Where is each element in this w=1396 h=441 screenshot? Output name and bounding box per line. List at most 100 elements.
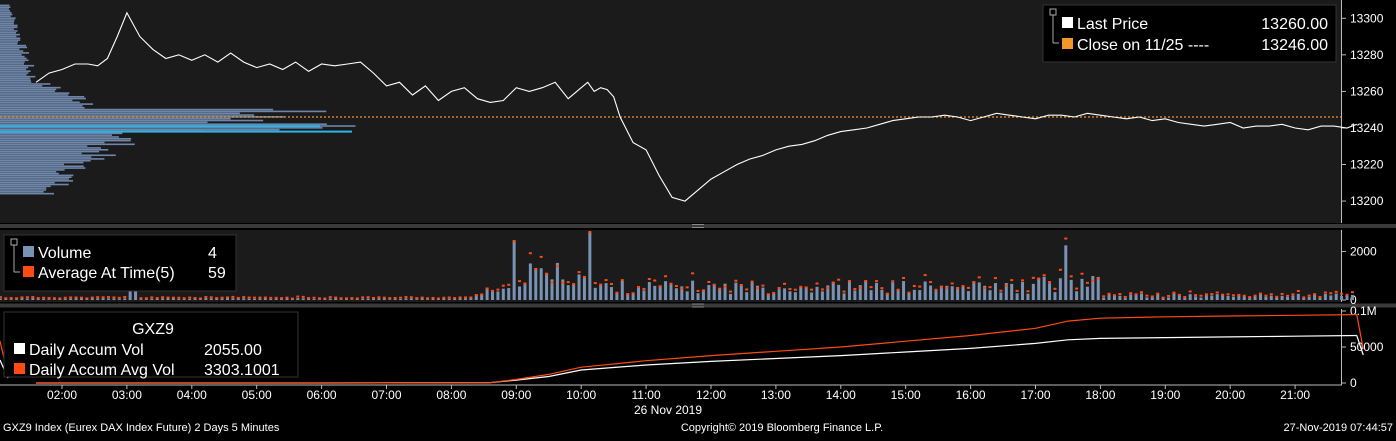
volume-bar	[766, 293, 770, 300]
profile-bar	[0, 108, 274, 111]
avg-at-time-marker	[523, 282, 527, 285]
avg-at-time-marker	[815, 282, 819, 285]
profile-bar	[0, 176, 72, 179]
avg-at-time-marker	[1140, 291, 1144, 294]
avg-at-time-marker	[215, 297, 219, 300]
volume-bar	[658, 285, 662, 300]
profile-bar	[0, 85, 43, 87]
volume-bar	[355, 299, 359, 300]
volume-bar	[1096, 276, 1100, 300]
volume-bar	[4, 299, 8, 300]
volume-bar	[1156, 294, 1160, 300]
avg-at-time-marker	[939, 286, 943, 289]
avg-at-time-marker	[842, 290, 846, 293]
avg-at-time-marker	[1048, 280, 1052, 283]
volume-bar	[599, 285, 603, 300]
volume-bar	[458, 298, 462, 300]
avg-at-time-marker	[977, 276, 981, 279]
avg-at-time-marker	[902, 276, 906, 279]
avg-at-time-marker	[593, 282, 597, 285]
volume-bar	[474, 294, 478, 300]
avg-at-time-marker	[993, 277, 997, 280]
profile-bar	[0, 24, 18, 27]
volume-bar	[756, 285, 760, 300]
avg-at-time-marker	[20, 296, 24, 299]
accum-tick-label: 0.1M	[1350, 304, 1377, 318]
price-tick-label: 13300	[1350, 11, 1384, 25]
volume-bar	[307, 298, 311, 300]
volume-bar	[96, 298, 100, 300]
avg-at-time-marker	[1199, 294, 1203, 297]
volume-bar	[572, 284, 576, 300]
volume-bar	[1150, 297, 1154, 300]
volume-bar	[653, 285, 657, 300]
avg-at-time-marker	[253, 296, 257, 299]
avg-at-time-marker	[820, 288, 824, 291]
volume-bar	[826, 285, 830, 300]
avg-at-time-marker	[1296, 290, 1300, 293]
profile-bar	[0, 11, 12, 14]
volume-bar	[161, 298, 165, 300]
volume-bar	[793, 292, 797, 300]
volume-bar	[1231, 296, 1235, 300]
volume-bar	[382, 298, 386, 300]
volume-bar	[393, 298, 397, 300]
volume-bar	[523, 282, 527, 300]
volume-bar	[885, 292, 889, 300]
volume-bar	[188, 298, 192, 300]
avg-at-time-marker	[793, 288, 797, 291]
time-tick-label: 07:00	[371, 388, 401, 402]
avg-at-time-marker	[496, 288, 500, 291]
avg-at-time-marker	[766, 293, 770, 296]
profile-bar	[0, 163, 65, 166]
volume-bar	[1194, 296, 1198, 300]
avg-at-time-marker	[9, 297, 13, 300]
profile-bar	[0, 22, 14, 25]
avg-at-time-marker	[723, 285, 727, 288]
profile-bar	[0, 32, 17, 34]
price-tick-label: 13220	[1350, 158, 1384, 172]
volume-bar	[528, 263, 532, 300]
volume-bar	[1302, 298, 1306, 300]
profile-bar	[0, 86, 61, 89]
accum-legend[interactable]: GXZ9 Daily Accum Vol 2055.00 Daily Accum…	[3, 311, 299, 379]
volume-legend[interactable]: Volume 4 Average At Time(5) 59	[3, 234, 237, 292]
avg-at-time-marker	[545, 272, 549, 275]
close-label: Close on 11/25 ----	[1077, 37, 1209, 54]
volume-bar	[31, 298, 35, 300]
profile-bar	[0, 13, 13, 16]
avg-at-time-marker	[463, 296, 467, 299]
volume-bar	[107, 298, 111, 300]
volume-bar	[350, 299, 354, 300]
avg-at-time-marker	[907, 291, 911, 294]
volume-bar	[1042, 276, 1046, 300]
volume-bar	[853, 290, 857, 300]
volume-bar	[280, 299, 284, 300]
avg-at-time-marker	[231, 295, 235, 298]
volume-bar	[1021, 281, 1025, 300]
avg-at-time-marker	[339, 297, 343, 300]
volume-bar	[415, 299, 419, 300]
avg-at-time-marker	[1161, 296, 1165, 299]
avg-at-time-marker	[620, 279, 624, 282]
avg-at-time-marker	[664, 275, 668, 278]
volume-bar	[701, 289, 705, 300]
profile-bar	[0, 148, 109, 151]
volume-bar	[777, 289, 781, 300]
price-legend[interactable]: Last Price 13260.00 Close on 11/25 ---- …	[1042, 4, 1337, 63]
time-tick-label: 21:00	[1280, 388, 1310, 402]
volume-bar	[593, 287, 597, 300]
time-tick-label: 17:00	[1020, 388, 1050, 402]
volume-bar	[74, 298, 78, 300]
avg-at-time-marker	[1318, 296, 1322, 299]
avg-at-time-marker	[826, 287, 830, 290]
avg-at-time-marker	[518, 280, 522, 283]
avg-at-time-marker	[1204, 293, 1208, 296]
profile-bar	[0, 46, 28, 49]
volume-bar	[25, 298, 29, 300]
avg-at-time-marker	[1280, 292, 1284, 295]
profile-bar	[0, 138, 132, 140]
volume-bar	[1345, 295, 1349, 300]
avg-at-time-marker	[90, 296, 94, 299]
